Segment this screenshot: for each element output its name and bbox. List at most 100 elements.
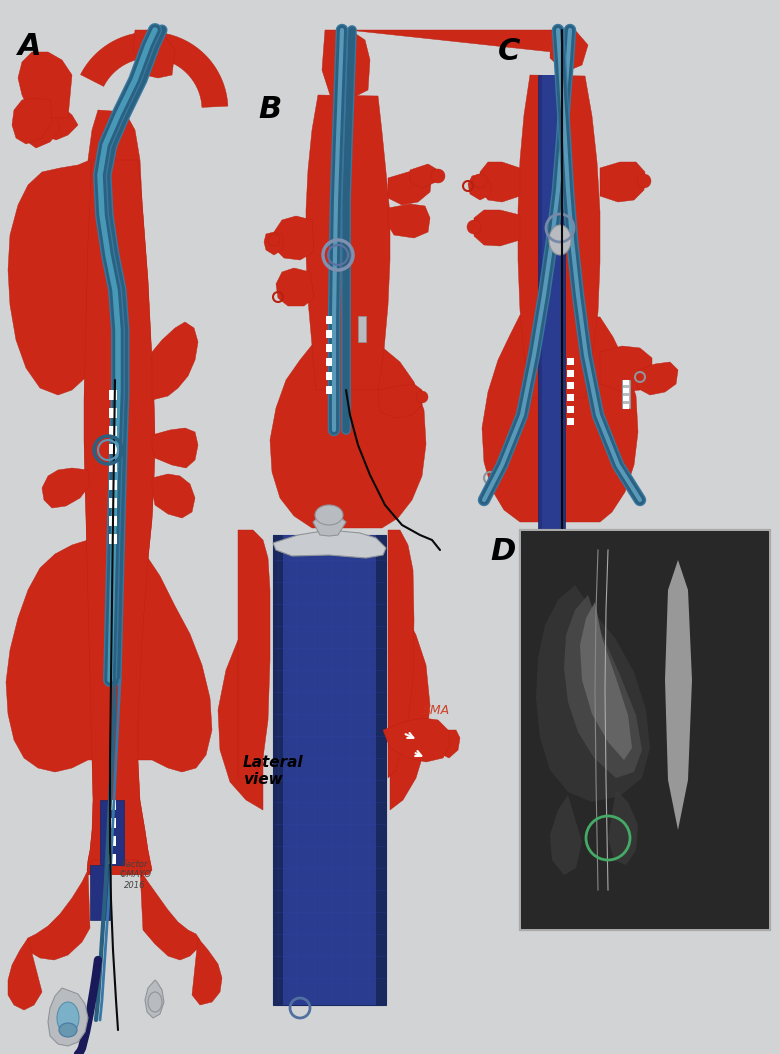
Polygon shape (326, 330, 332, 338)
Bar (522, 532, 768, 928)
Polygon shape (306, 95, 390, 390)
Polygon shape (86, 280, 150, 320)
Polygon shape (536, 585, 650, 802)
Polygon shape (18, 52, 72, 118)
Polygon shape (608, 790, 638, 865)
Polygon shape (322, 30, 370, 98)
Polygon shape (567, 358, 574, 365)
Polygon shape (85, 480, 154, 520)
Polygon shape (580, 602, 632, 760)
Ellipse shape (549, 225, 571, 255)
Polygon shape (8, 160, 95, 395)
Polygon shape (567, 382, 574, 389)
Circle shape (637, 174, 651, 188)
Polygon shape (84, 360, 154, 401)
Polygon shape (109, 497, 117, 508)
Polygon shape (440, 730, 460, 758)
Circle shape (268, 234, 280, 246)
Polygon shape (108, 818, 116, 828)
Polygon shape (358, 316, 366, 341)
Polygon shape (88, 110, 142, 270)
Polygon shape (482, 315, 638, 522)
Polygon shape (623, 388, 629, 393)
Polygon shape (273, 535, 283, 1006)
Polygon shape (665, 560, 692, 829)
Polygon shape (88, 200, 145, 240)
Ellipse shape (59, 1023, 77, 1037)
Polygon shape (410, 164, 438, 188)
Polygon shape (42, 100, 78, 140)
Polygon shape (518, 75, 600, 398)
Polygon shape (92, 760, 140, 800)
Bar (520, 530, 770, 930)
Polygon shape (152, 474, 195, 518)
Polygon shape (264, 232, 284, 255)
Polygon shape (48, 988, 88, 1046)
Polygon shape (84, 440, 155, 480)
Polygon shape (109, 516, 117, 526)
Polygon shape (85, 320, 152, 360)
Polygon shape (567, 394, 574, 401)
Polygon shape (84, 401, 155, 440)
Polygon shape (133, 30, 175, 78)
Polygon shape (348, 30, 580, 62)
Ellipse shape (315, 505, 343, 525)
Polygon shape (274, 216, 314, 260)
Bar (520, 530, 770, 930)
Polygon shape (12, 98, 52, 144)
Polygon shape (109, 390, 117, 401)
Polygon shape (326, 358, 332, 366)
Polygon shape (550, 30, 588, 72)
Polygon shape (109, 462, 117, 472)
Polygon shape (88, 600, 145, 640)
Polygon shape (564, 596, 642, 778)
Polygon shape (90, 860, 142, 870)
Polygon shape (108, 836, 116, 846)
Polygon shape (623, 404, 629, 409)
Polygon shape (567, 406, 574, 413)
Polygon shape (600, 346, 652, 392)
Polygon shape (20, 98, 60, 148)
Text: C: C (498, 37, 520, 66)
Polygon shape (8, 938, 42, 1010)
Polygon shape (152, 428, 198, 468)
Polygon shape (326, 344, 332, 352)
Text: Lateral
view: Lateral view (243, 755, 303, 787)
Polygon shape (326, 316, 332, 324)
Polygon shape (109, 408, 117, 418)
Polygon shape (378, 384, 422, 418)
Polygon shape (388, 168, 432, 204)
Polygon shape (388, 530, 414, 778)
Circle shape (467, 220, 481, 234)
Polygon shape (90, 829, 148, 850)
Polygon shape (280, 535, 379, 1006)
Polygon shape (90, 160, 142, 200)
Polygon shape (313, 508, 346, 536)
Polygon shape (87, 860, 152, 870)
Polygon shape (600, 162, 645, 202)
Circle shape (416, 391, 428, 403)
Polygon shape (87, 870, 152, 875)
Text: B: B (258, 95, 282, 124)
Polygon shape (26, 870, 90, 960)
Polygon shape (108, 854, 116, 864)
Polygon shape (88, 850, 150, 860)
Polygon shape (87, 240, 148, 280)
Polygon shape (376, 535, 386, 1006)
Text: SMA: SMA (423, 704, 450, 717)
Polygon shape (145, 980, 164, 1018)
Polygon shape (567, 370, 574, 377)
Polygon shape (623, 380, 629, 385)
Polygon shape (91, 720, 138, 760)
Polygon shape (88, 870, 148, 875)
Text: A: A (18, 32, 41, 61)
Polygon shape (623, 396, 629, 401)
Polygon shape (550, 795, 582, 875)
Polygon shape (90, 865, 110, 920)
Polygon shape (474, 210, 520, 246)
Polygon shape (109, 444, 117, 454)
Polygon shape (109, 480, 117, 490)
Polygon shape (637, 362, 678, 395)
Polygon shape (480, 162, 520, 202)
Polygon shape (108, 800, 116, 811)
